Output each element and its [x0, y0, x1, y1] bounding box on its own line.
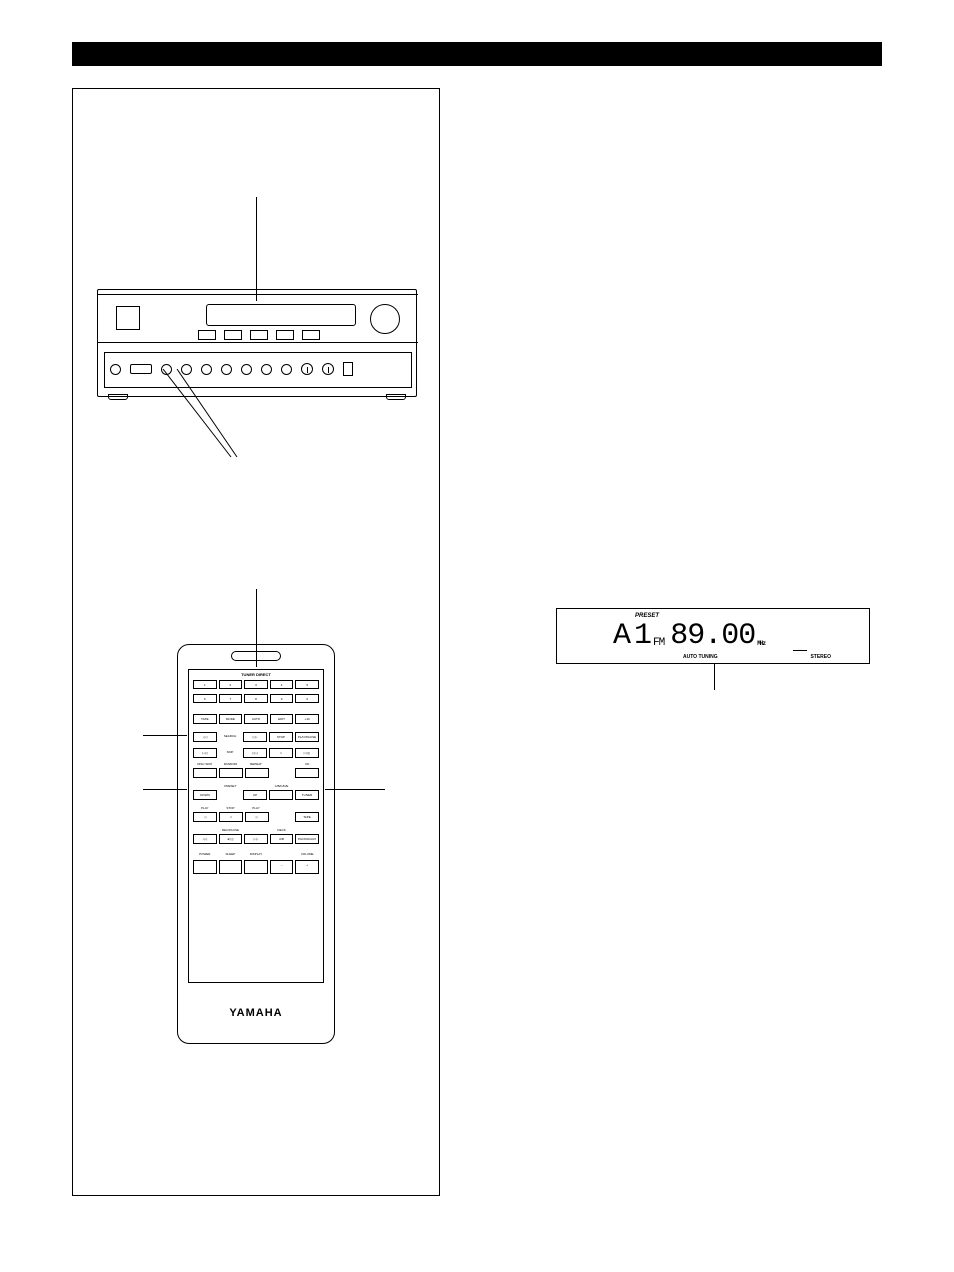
lcd-preset-letter: A	[613, 619, 630, 653]
header-black-bar	[72, 42, 882, 66]
lcd-pointer-line	[714, 664, 715, 690]
receiver-display	[206, 304, 356, 326]
remote-num-row-1: 1 2 3 4 5	[193, 680, 319, 689]
lcd-stereo: STEREO	[810, 654, 831, 660]
remote-illustration: TUNER DIRECT 1 2 3 4 5 6 7 8 9 0 TAPE MO…	[177, 644, 335, 1044]
remote-cd-labels: DISC SKIP RANDOM REPEAT CD	[193, 762, 319, 766]
remote-search-row: ◁◁ SEARCH ▷▷ STOP PLAY/PAUSE	[193, 732, 319, 742]
remote-skip-row: |◁◁ SKIP ▷▷| □ ▷/▯▯	[193, 748, 319, 758]
lcd-auto-tuning: AUTO TUNING	[683, 654, 718, 660]
lcd-preset-number: 1	[634, 619, 651, 653]
remote-preset-labels: PRESET A/B/C/D/E	[193, 784, 319, 788]
remote-button-panel: TUNER DIRECT 1 2 3 4 5 6 7 8 9 0 TAPE MO…	[188, 669, 324, 983]
remote-pointer-right	[325, 789, 385, 790]
lcd-band: FM	[653, 637, 664, 649]
lcd-unit: MHz	[757, 640, 765, 647]
lcd-frequency: 89.00	[670, 619, 755, 653]
tuner-direct-label: TUNER DIRECT	[189, 672, 323, 677]
remote-ir-window	[231, 651, 281, 661]
remote-brand-logo: YAMAHA	[178, 1007, 334, 1019]
remote-bottom-labels: POWER SLEEP DISPLAY VOLUME	[193, 852, 319, 856]
receiver-volume-knob	[370, 304, 400, 334]
remote-tape-labels: PLAY STOP PLAY	[193, 806, 319, 810]
remote-deck-labels: REC/PAUSE DECK	[193, 828, 319, 832]
remote-preset-row: DOWN UP TUNER	[193, 790, 319, 800]
lcd-display-panel: PRESET A 1 FM 89.00 MHz AUTO TUNING STER…	[556, 608, 870, 664]
remote-tape-row: ◁ □ ▷ TAPE	[193, 812, 319, 822]
remote-num-row-2: 6 7 8 9 0	[193, 694, 319, 703]
pointer-lines-bottom	[133, 369, 353, 469]
pointer-line-top	[256, 197, 257, 301]
lcd-main-readout: A 1 FM 89.00 MHz	[613, 619, 765, 653]
lcd-underline	[793, 650, 807, 652]
remote-func-row: TAPE MODE AUTO EDIT +10	[193, 714, 319, 724]
receiver-power-button	[116, 306, 140, 330]
remote-bottom-row: – +	[193, 860, 319, 874]
left-column-frame: TUNER DIRECT 1 2 3 4 5 6 7 8 9 0 TAPE MO…	[72, 88, 440, 1196]
remote-pointer-left-2	[143, 789, 187, 790]
remote-deck-row: ◁◁ ●/▯▯ ▷▷ A/B PHONO/AUX	[193, 834, 319, 844]
remote-cd-row	[193, 768, 319, 778]
receiver-function-buttons	[198, 330, 320, 340]
remote-pointer-left-1	[143, 735, 187, 736]
